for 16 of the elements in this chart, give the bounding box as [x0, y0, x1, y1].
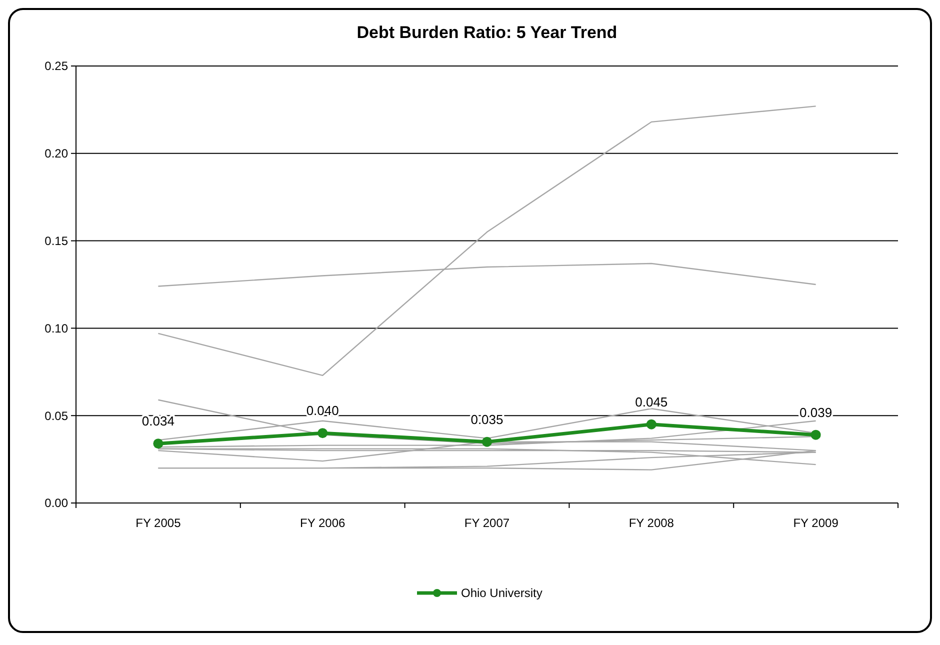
x-tick-label: FY 2006	[300, 516, 346, 530]
y-tick-label: 0.15	[44, 234, 68, 248]
y-tick-label: 0.20	[44, 146, 68, 161]
x-tick-label: FY 2007	[464, 516, 510, 530]
x-tick-label: FY 2009	[793, 516, 839, 530]
x-tick-label: FY 2008	[628, 516, 674, 530]
legend-label: Ohio University	[461, 586, 542, 600]
y-tick-label: 0.05	[44, 408, 68, 423]
data-label: 0.040	[306, 403, 339, 418]
chart-title: Debt Burden Ratio: 5 Year Trend	[356, 23, 618, 42]
data-label: 0.045	[635, 394, 668, 410]
x-tick-label: FY 2005	[136, 516, 182, 530]
y-tick-label: 0.00	[44, 496, 68, 510]
y-tick-label: 0.25	[44, 59, 68, 74]
y-tick-label: 0.10	[44, 321, 68, 336]
data-label: 0.034	[142, 414, 174, 429]
